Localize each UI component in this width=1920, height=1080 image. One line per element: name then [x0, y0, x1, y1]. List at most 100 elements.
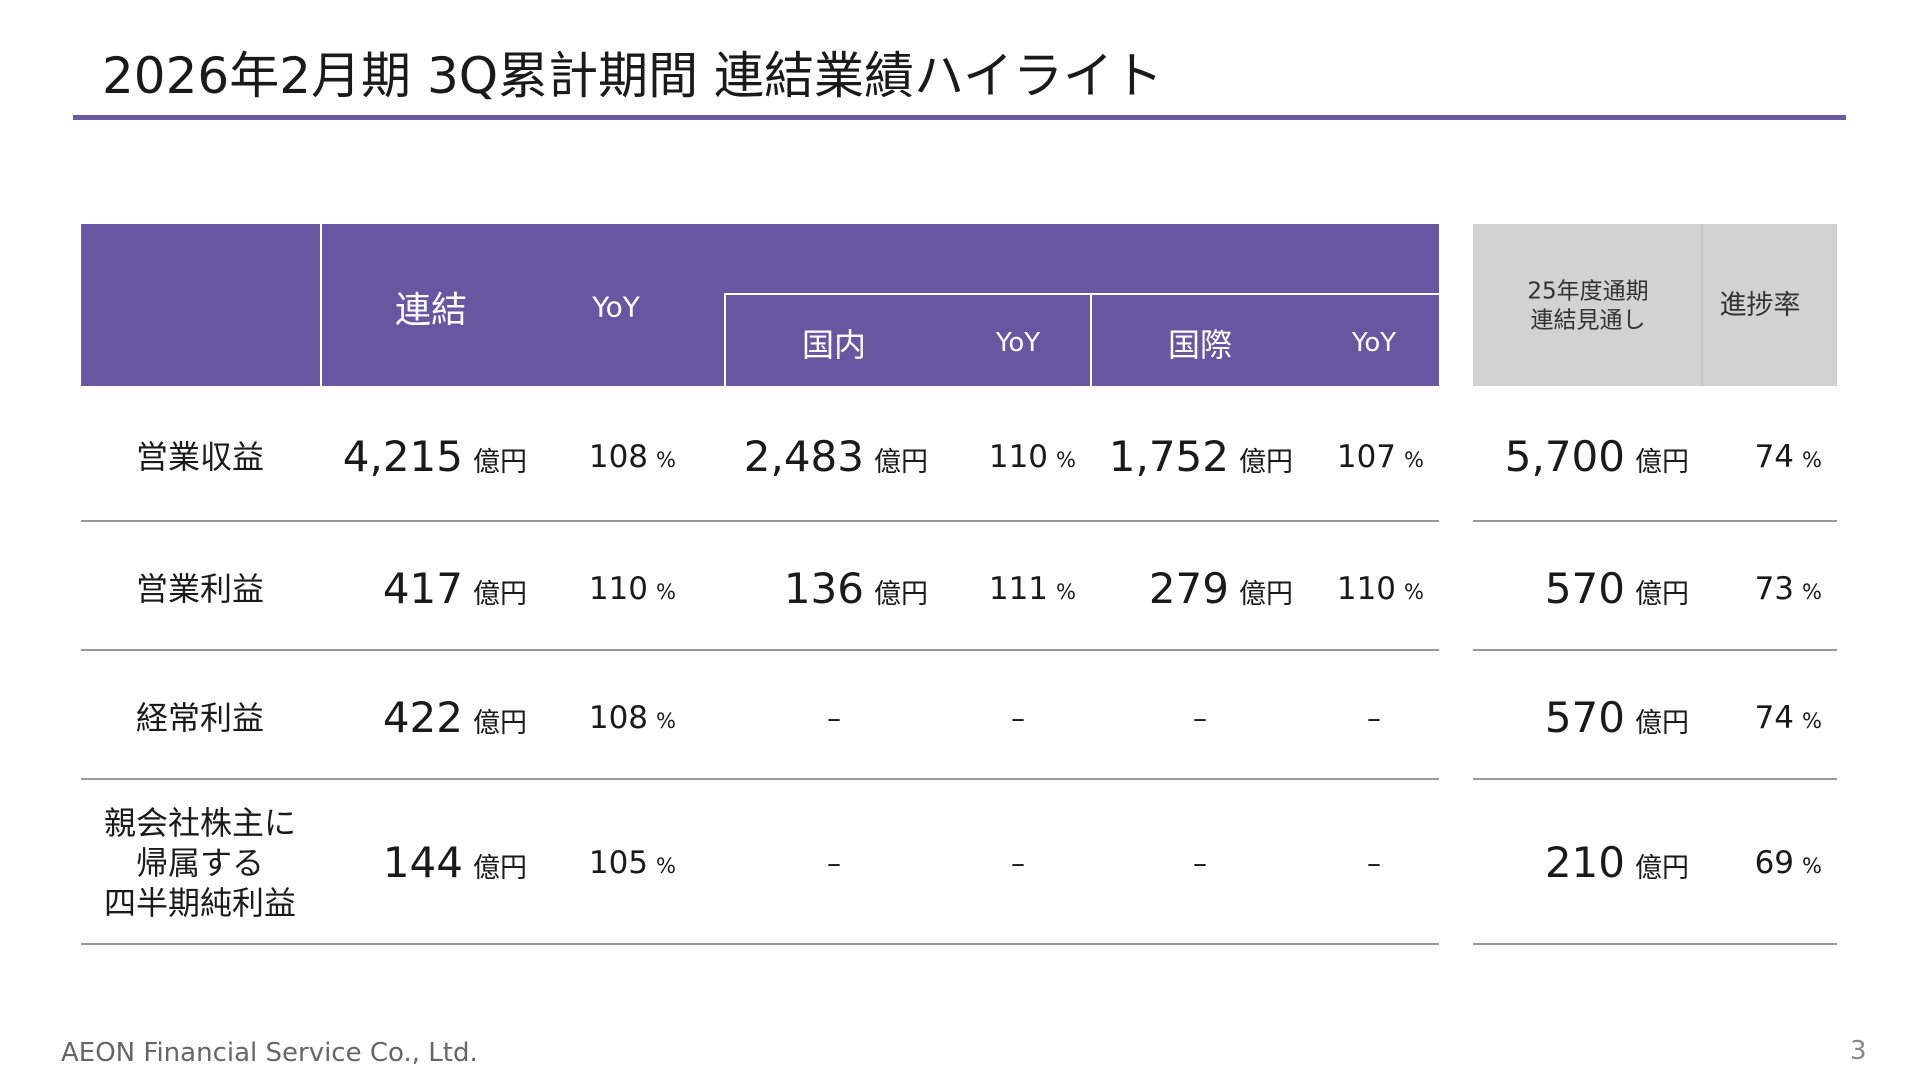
- cell-value: 110: [588, 571, 649, 607]
- dash-cell: –: [827, 701, 841, 735]
- cell-value: 1,752: [1108, 432, 1229, 481]
- cell-unit: %: [656, 580, 676, 604]
- table-cell: 111%: [989, 559, 1076, 619]
- page-number: 3: [1850, 1036, 1867, 1066]
- cell-value: 279: [1148, 564, 1229, 613]
- cell-value: 110: [1336, 571, 1397, 607]
- cell-unit: %: [1802, 709, 1822, 733]
- cell-value: 73: [1754, 571, 1795, 607]
- row-label-line: 親会社株主に: [103, 804, 297, 842]
- cell-unit: %: [1404, 580, 1424, 604]
- cell-value: 69: [1754, 845, 1795, 881]
- dash-cell: –: [827, 846, 841, 880]
- table-cell: 108%: [589, 427, 676, 487]
- dash-cell: –: [1193, 846, 1207, 880]
- table-cell: 73%: [1755, 559, 1822, 619]
- row-rule: [1473, 778, 1837, 780]
- cell-value: 74: [1754, 439, 1795, 475]
- table-cell: 108%: [589, 688, 676, 748]
- cell-value: 144: [382, 838, 463, 887]
- header-divider: [1090, 293, 1092, 386]
- cell-value: 570: [1544, 564, 1625, 613]
- table-cell: 144 億円: [383, 833, 527, 893]
- cell-value: 2,483: [743, 432, 864, 481]
- cell-value: 110: [988, 439, 1049, 475]
- cell-unit: 億円: [473, 708, 527, 739]
- row-rule: [81, 649, 1439, 651]
- cell-value: 417: [382, 564, 463, 613]
- cell-unit: 億円: [473, 447, 527, 478]
- table-cell: 2,483 億円: [744, 427, 928, 487]
- table-cell: 69%: [1755, 833, 1822, 893]
- row-label: 営業収益: [136, 437, 264, 477]
- cell-unit: %: [1056, 580, 1076, 604]
- table-cell: 422 億円: [383, 688, 527, 748]
- cell-value: 107: [1336, 439, 1397, 475]
- table-cell: 279 億円: [1149, 559, 1293, 619]
- footer-company: AEON Financial Service Co., Ltd.: [61, 1038, 478, 1068]
- row-label-line: 営業利益: [135, 570, 265, 608]
- cell-unit: 億円: [1635, 447, 1689, 478]
- cell-value: 136: [783, 564, 864, 613]
- row-label: 営業利益: [136, 569, 264, 609]
- header-divider: [724, 293, 1439, 295]
- cell-unit: %: [1802, 854, 1822, 878]
- table-cell: 4,215 億円: [343, 427, 527, 487]
- header-cell: 国内: [801, 326, 867, 364]
- cell-unit: %: [656, 854, 676, 878]
- table-cell: 417 億円: [383, 559, 527, 619]
- table-cell: 210 億円: [1545, 833, 1689, 893]
- row-rule: [81, 520, 1439, 522]
- cell-value: 5,700: [1504, 432, 1625, 481]
- header-cell: YoY: [592, 290, 640, 324]
- header-line: 連結見通し: [1530, 307, 1646, 333]
- header-cell: 25年度通期 連結見通し: [1527, 277, 1648, 335]
- header-cell: 進捗率: [1719, 290, 1801, 322]
- cell-unit: %: [1404, 448, 1424, 472]
- cell-unit: %: [1802, 448, 1822, 472]
- cell-value: 4,215: [342, 432, 463, 481]
- table-cell: 110%: [589, 559, 676, 619]
- cell-unit: 億円: [1635, 853, 1689, 884]
- row-label-line: 帰属する: [135, 844, 265, 882]
- row-rule: [1473, 943, 1837, 945]
- header-divider: [320, 224, 322, 386]
- header-band-forecast: [1473, 224, 1837, 386]
- dash-cell: –: [1193, 701, 1207, 735]
- header-divider: [1701, 224, 1703, 386]
- dash-cell: –: [1011, 846, 1025, 880]
- cell-value: 570: [1544, 693, 1625, 742]
- row-label-line: 経常利益: [135, 699, 265, 737]
- cell-unit: %: [1802, 580, 1822, 604]
- cell-value: 108: [588, 700, 649, 736]
- cell-unit: 億円: [1635, 579, 1689, 610]
- cell-unit: 億円: [1635, 708, 1689, 739]
- row-rule: [81, 778, 1439, 780]
- cell-value: 422: [382, 693, 463, 742]
- table-cell: 5,700 億円: [1505, 427, 1689, 487]
- header-cell: YoY: [1351, 328, 1397, 358]
- row-label-line: 四半期純利益: [103, 884, 297, 922]
- cell-value: 105: [588, 845, 649, 881]
- cell-unit: 億円: [874, 447, 928, 478]
- table-cell: 136 億円: [784, 559, 928, 619]
- cell-unit: 億円: [1239, 579, 1293, 610]
- cell-unit: 億円: [1239, 447, 1293, 478]
- table-cell: 110%: [989, 427, 1076, 487]
- table-cell: 110%: [1337, 559, 1424, 619]
- row-label: 経常利益: [136, 698, 264, 738]
- title-rule: [73, 115, 1846, 120]
- header-divider: [724, 293, 726, 386]
- cell-value: 111: [988, 571, 1049, 607]
- cell-unit: %: [656, 448, 676, 472]
- dash-cell: –: [1367, 846, 1381, 880]
- row-rule: [1473, 520, 1837, 522]
- cell-unit: 億円: [874, 579, 928, 610]
- cell-value: 74: [1754, 700, 1795, 736]
- header-cell: 連結: [394, 290, 468, 331]
- table-cell: 74%: [1755, 688, 1822, 748]
- title: 2026年2月期 3Q累計期間 連結業績ハイライト: [102, 47, 1164, 105]
- table-cell: 570 億円: [1545, 688, 1689, 748]
- table-cell: 107%: [1337, 427, 1424, 487]
